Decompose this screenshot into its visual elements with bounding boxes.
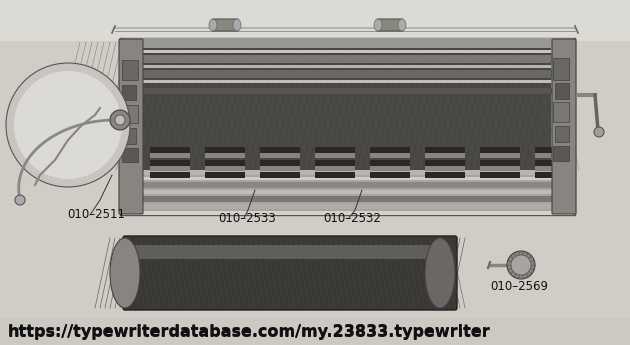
FancyBboxPatch shape	[150, 172, 190, 178]
FancyBboxPatch shape	[480, 153, 520, 158]
Text: https://typewriterdatabase.com/my.23833.typewriter: https://typewriterdatabase.com/my.23833.…	[8, 324, 491, 339]
Ellipse shape	[110, 238, 140, 308]
Text: 010–2533: 010–2533	[218, 212, 276, 225]
FancyBboxPatch shape	[552, 39, 576, 214]
Text: https://typewriterdatabase.com/my.23833.typewriter: https://typewriterdatabase.com/my.23833.…	[8, 325, 491, 340]
FancyBboxPatch shape	[122, 80, 573, 83]
FancyBboxPatch shape	[150, 166, 190, 171]
FancyBboxPatch shape	[124, 245, 446, 259]
FancyBboxPatch shape	[122, 105, 138, 123]
FancyBboxPatch shape	[205, 160, 245, 166]
FancyBboxPatch shape	[212, 19, 238, 31]
FancyBboxPatch shape	[553, 146, 569, 161]
FancyBboxPatch shape	[205, 166, 245, 171]
FancyBboxPatch shape	[425, 166, 465, 171]
FancyBboxPatch shape	[122, 60, 138, 80]
Text: 010–2532: 010–2532	[323, 212, 381, 225]
FancyBboxPatch shape	[425, 172, 465, 178]
FancyBboxPatch shape	[480, 172, 520, 178]
FancyBboxPatch shape	[535, 153, 575, 158]
FancyBboxPatch shape	[315, 147, 355, 153]
Ellipse shape	[398, 19, 406, 31]
FancyBboxPatch shape	[122, 70, 573, 78]
FancyBboxPatch shape	[480, 166, 520, 171]
FancyBboxPatch shape	[150, 147, 190, 153]
FancyBboxPatch shape	[370, 147, 410, 153]
FancyBboxPatch shape	[122, 182, 573, 188]
FancyBboxPatch shape	[260, 166, 300, 171]
FancyBboxPatch shape	[260, 172, 300, 178]
FancyBboxPatch shape	[0, 0, 630, 41]
Ellipse shape	[374, 19, 382, 31]
FancyBboxPatch shape	[122, 170, 573, 175]
FancyBboxPatch shape	[315, 166, 355, 171]
FancyBboxPatch shape	[123, 236, 457, 310]
FancyBboxPatch shape	[260, 147, 300, 153]
FancyBboxPatch shape	[122, 190, 573, 194]
FancyBboxPatch shape	[119, 39, 143, 214]
FancyBboxPatch shape	[122, 65, 573, 68]
FancyBboxPatch shape	[377, 19, 403, 31]
FancyBboxPatch shape	[315, 153, 355, 158]
Circle shape	[15, 195, 25, 205]
Ellipse shape	[507, 251, 535, 279]
FancyBboxPatch shape	[122, 204, 573, 209]
FancyBboxPatch shape	[480, 147, 520, 153]
FancyBboxPatch shape	[122, 128, 136, 144]
FancyBboxPatch shape	[553, 102, 569, 122]
FancyBboxPatch shape	[370, 160, 410, 166]
FancyBboxPatch shape	[122, 88, 573, 94]
Text: 010–2511: 010–2511	[67, 208, 125, 221]
FancyBboxPatch shape	[205, 172, 245, 178]
FancyBboxPatch shape	[553, 58, 569, 80]
Circle shape	[115, 115, 125, 125]
FancyBboxPatch shape	[370, 153, 410, 158]
FancyBboxPatch shape	[555, 126, 569, 142]
FancyBboxPatch shape	[535, 172, 575, 178]
Circle shape	[6, 63, 130, 187]
FancyBboxPatch shape	[135, 42, 550, 170]
FancyBboxPatch shape	[425, 147, 465, 153]
FancyBboxPatch shape	[370, 166, 410, 171]
Circle shape	[110, 110, 130, 130]
FancyBboxPatch shape	[535, 166, 575, 171]
FancyBboxPatch shape	[555, 83, 569, 99]
FancyBboxPatch shape	[0, 318, 630, 345]
FancyBboxPatch shape	[535, 147, 575, 153]
FancyBboxPatch shape	[315, 160, 355, 166]
Ellipse shape	[425, 238, 455, 308]
FancyBboxPatch shape	[120, 38, 575, 215]
Circle shape	[14, 71, 122, 179]
FancyBboxPatch shape	[122, 148, 138, 162]
FancyBboxPatch shape	[480, 160, 520, 166]
Circle shape	[594, 127, 604, 137]
FancyBboxPatch shape	[122, 211, 573, 215]
Text: 010–2569: 010–2569	[490, 280, 548, 293]
FancyBboxPatch shape	[205, 147, 245, 153]
FancyBboxPatch shape	[425, 153, 465, 158]
Ellipse shape	[209, 19, 217, 31]
Ellipse shape	[233, 19, 241, 31]
FancyBboxPatch shape	[370, 172, 410, 178]
FancyBboxPatch shape	[122, 38, 573, 48]
FancyBboxPatch shape	[315, 172, 355, 178]
FancyBboxPatch shape	[122, 50, 573, 53]
FancyBboxPatch shape	[122, 177, 573, 180]
FancyBboxPatch shape	[260, 160, 300, 166]
FancyBboxPatch shape	[535, 160, 575, 166]
FancyBboxPatch shape	[425, 160, 465, 166]
FancyBboxPatch shape	[0, 41, 630, 345]
FancyBboxPatch shape	[122, 85, 136, 100]
FancyBboxPatch shape	[122, 55, 573, 63]
FancyBboxPatch shape	[150, 160, 190, 166]
FancyBboxPatch shape	[205, 153, 245, 158]
FancyBboxPatch shape	[150, 153, 190, 158]
FancyBboxPatch shape	[122, 196, 573, 202]
Ellipse shape	[511, 255, 531, 275]
FancyBboxPatch shape	[260, 153, 300, 158]
